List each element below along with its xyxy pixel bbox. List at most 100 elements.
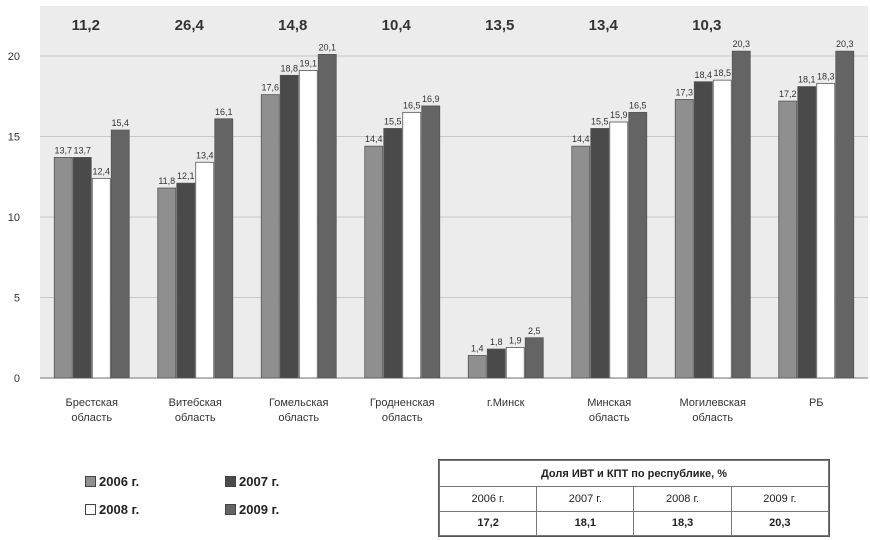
bar-value-label: 15,9 [610, 110, 628, 120]
legend-label-2006: 2006 г. [99, 474, 140, 489]
bar-value-label: 14,4 [365, 134, 383, 144]
bar-value-label: 19,1 [299, 58, 317, 68]
bar-value-label: 15,5 [591, 116, 609, 126]
legend-item-2009: 2009 г. [225, 502, 279, 517]
bar-value-label: 12,4 [92, 166, 110, 176]
bar [214, 118, 234, 379]
bar [835, 50, 855, 379]
x-tick-label: область [692, 412, 733, 424]
bar-value-label: 18,3 [817, 71, 835, 81]
bar-value-label: 11,8 [158, 176, 175, 186]
bar-value-label: 18,8 [280, 63, 298, 73]
legend-swatch-2009 [225, 504, 236, 515]
x-tick-label: область [589, 412, 630, 424]
summary-value-2007: 18,1 [536, 510, 635, 537]
group-top-label: 13,5 [485, 17, 514, 34]
bar-value-label: 20,3 [836, 39, 854, 49]
bar [53, 157, 73, 379]
bar [797, 86, 817, 379]
bar [402, 111, 422, 379]
bar [590, 128, 610, 379]
bar [816, 82, 836, 379]
summary-header-2006: 2006 г. [438, 486, 538, 512]
x-tick-label: область [175, 412, 216, 424]
bar [674, 99, 694, 379]
y-tick-label: 20 [8, 51, 20, 63]
legend-item-2007: 2007 г. [225, 474, 279, 489]
x-tick-label: область [382, 412, 423, 424]
bar [317, 53, 337, 379]
bar [628, 111, 648, 379]
x-tick-label: Гомельская [269, 397, 328, 409]
bar-value-label: 18,4 [694, 70, 712, 80]
group-top-label: 14,8 [278, 17, 307, 34]
bar-value-label: 2,5 [528, 326, 541, 336]
x-tick-label: Витебская [169, 397, 222, 409]
bar [279, 74, 299, 379]
group-top-label: 10,3 [692, 17, 721, 34]
bar-value-label: 15,5 [384, 116, 402, 126]
bar [712, 79, 732, 379]
x-tick-label: РБ [809, 397, 824, 409]
y-tick-label: 10 [8, 212, 20, 224]
bar-value-label: 13,7 [54, 145, 72, 155]
legend-swatch-2006 [85, 476, 96, 487]
group-top-label: 11,2 [72, 17, 100, 34]
bar [260, 94, 280, 379]
legend-label-2009: 2009 г. [239, 502, 280, 517]
legend-label-2007: 2007 г. [239, 474, 280, 489]
y-tick-label: 15 [8, 132, 20, 144]
x-tick-label: область [278, 412, 319, 424]
x-tick-label: область [71, 412, 112, 424]
summary-header-2008: 2008 г. [633, 486, 732, 512]
bar-value-label: 16,5 [403, 100, 421, 110]
summary-header-2007: 2007 г. [536, 486, 635, 512]
x-tick-label: Брестская [66, 397, 119, 409]
summary-value-2009: 20,3 [730, 510, 830, 537]
bar-value-label: 16,5 [629, 100, 647, 110]
bar-value-label: 15,4 [111, 118, 129, 128]
bar-value-label: 18,1 [798, 75, 816, 85]
bar-value-label: 18,5 [713, 68, 731, 78]
group-top-label: 26,4 [175, 17, 205, 34]
bar [298, 70, 318, 379]
x-tick-label: г.Минск [487, 397, 525, 409]
bar-value-label: 17,6 [261, 83, 279, 93]
bar-value-label: 12,1 [177, 171, 195, 181]
bar-value-label: 17,2 [779, 89, 797, 99]
bar [524, 337, 544, 379]
legend-label-2008: 2008 г. [99, 502, 140, 517]
bar-value-label: 1,8 [490, 337, 503, 347]
bar [571, 145, 591, 379]
bar [505, 347, 525, 379]
summary-title: Доля ИВТ и КПТ по республике, % [439, 459, 829, 488]
bar-value-label: 20,3 [732, 39, 750, 49]
bar [176, 182, 196, 379]
bar [364, 145, 384, 379]
bar [609, 121, 629, 379]
group-top-label: 10,4 [382, 17, 412, 34]
bar-value-label: 16,1 [215, 107, 233, 117]
bar-value-label: 13,4 [196, 150, 214, 160]
summary-table: Доля ИВТ и КПТ по республике, % 2006 г. … [438, 459, 830, 537]
x-tick-label: Минская [587, 397, 631, 409]
bar [110, 129, 130, 379]
bar-value-label: 13,7 [73, 145, 91, 155]
legend-item-2006: 2006 г. [85, 474, 139, 489]
summary-value-2006: 17,2 [438, 510, 538, 537]
legend-swatch-2007 [225, 476, 236, 487]
legend-item-2008: 2008 г. [85, 502, 139, 517]
group-top-label: 13,4 [589, 17, 619, 34]
bar-value-label: 14,4 [572, 134, 590, 144]
bar [195, 161, 215, 379]
legend-swatch-2008 [85, 504, 96, 515]
bar [778, 100, 798, 379]
y-tick-label: 0 [14, 373, 20, 385]
bar-value-label: 1,9 [509, 335, 522, 345]
bar [486, 348, 506, 379]
bar [731, 50, 751, 379]
bar [383, 128, 403, 379]
x-tick-label: Могилевская [680, 397, 746, 409]
summary-header-2009: 2009 г. [730, 486, 830, 512]
